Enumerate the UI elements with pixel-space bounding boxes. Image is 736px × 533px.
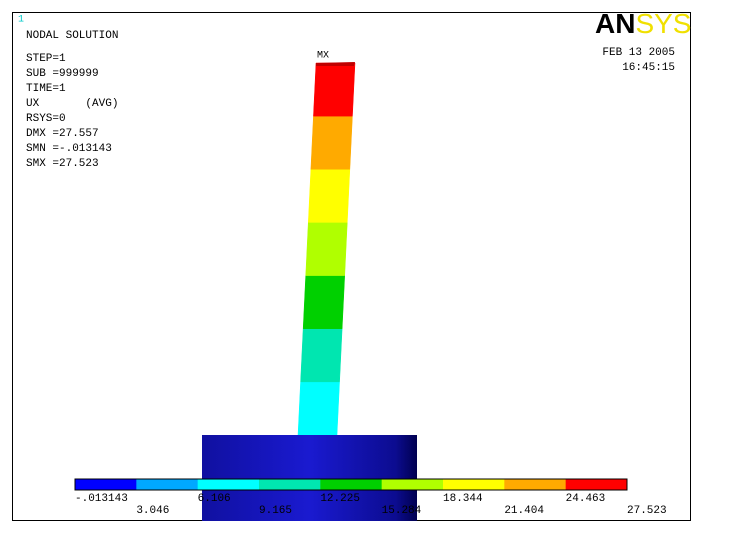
legend-label: 6.106	[198, 493, 231, 505]
legend-band	[443, 479, 505, 490]
info-line: SMN =-.013143	[26, 143, 112, 155]
info-line: STEP=1	[26, 53, 66, 65]
logo-prefix: AN	[595, 8, 635, 39]
info-line: TIME=1	[26, 83, 66, 95]
beam-segment	[310, 115, 353, 170]
legend-border	[74, 478, 628, 491]
legend-label: 15.284	[382, 505, 422, 517]
legend-band	[259, 479, 321, 490]
info-line: SMX =27.523	[26, 158, 99, 170]
legend-band	[565, 479, 628, 490]
beam-segment	[297, 381, 340, 436]
legend-band	[381, 479, 444, 490]
info-line: RSYS=0	[26, 113, 66, 125]
beam-top	[316, 62, 355, 66]
legend-band	[320, 479, 383, 490]
legend-band	[504, 479, 567, 490]
info-line: UX (AVG)	[26, 98, 118, 110]
beam	[297, 62, 356, 436]
legend: -.013143 3.046 6.106 9.165 12.225 15.284 18.34…	[74, 478, 667, 517]
info-line: SUB =999999	[26, 68, 99, 80]
legend-label: 3.046	[136, 505, 169, 517]
beam-segment	[305, 222, 348, 276]
max-marker: MX	[317, 51, 329, 62]
info-title: NODAL SOLUTION	[26, 30, 118, 42]
legend-label: 18.344	[443, 493, 483, 505]
beam-segment	[308, 169, 351, 223]
beam-segment	[300, 328, 343, 383]
time: 16:45:15	[622, 62, 675, 74]
date: FEB 13 2005	[602, 47, 675, 59]
legend-band	[136, 479, 199, 490]
beam-segment	[302, 275, 345, 329]
legend-label: 9.165	[259, 505, 292, 517]
base-block	[202, 435, 417, 521]
legend-band	[197, 479, 260, 490]
info-line: DMX =27.557	[26, 128, 99, 140]
info-block: STEP=1 SUB =999999 TIME=1 UX (AVG) RSYS=0 DMX…	[26, 53, 118, 170]
legend-label: 27.523	[627, 505, 667, 517]
legend-label: 12.225	[320, 493, 360, 505]
window-number: 1	[18, 15, 24, 26]
legend-label: -.013143	[75, 493, 128, 505]
beam-segment	[313, 62, 356, 117]
logo-suffix: SYS	[635, 8, 691, 39]
logo: ANSYS	[595, 8, 691, 39]
legend-label: 21.404	[504, 505, 544, 517]
legend-band	[75, 479, 137, 490]
legend-label: 24.463	[566, 493, 606, 505]
